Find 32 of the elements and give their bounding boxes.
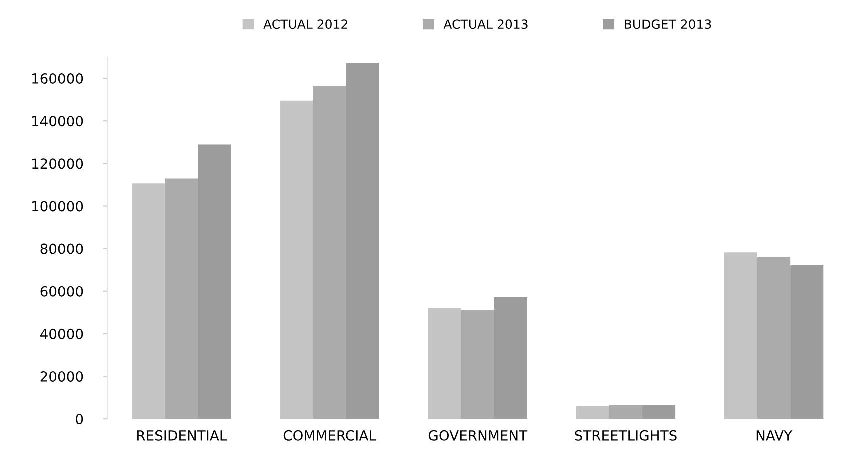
x-tick-label: STREETLIGHTS: [575, 430, 677, 441]
y-tick-label: 20000: [40, 371, 84, 382]
bar: [165, 178, 198, 420]
bar: [198, 144, 232, 420]
x-tick-label: COMMERCIAL: [284, 430, 376, 441]
bar: [609, 405, 642, 420]
bar: [280, 100, 314, 420]
y-tick-label: 40000: [40, 328, 84, 340]
bar: [346, 62, 380, 420]
legend-label: BUDGET 2013: [625, 20, 712, 30]
y-tick-label: 160000: [32, 74, 84, 84]
x-tick-label: GOVERNMENT: [428, 430, 528, 441]
legend-label: ACTUAL 2012: [264, 20, 348, 30]
bar: [576, 406, 610, 420]
bar: [642, 405, 676, 420]
y-tick-label: 60000: [40, 286, 84, 297]
bar: [494, 298, 528, 420]
x-tick-label: RESIDENTIAL: [138, 430, 228, 441]
x-tick-label: NAVY: [756, 430, 793, 441]
bar: [724, 252, 758, 420]
bar: [428, 308, 462, 420]
y-tick-label: 0: [76, 414, 84, 425]
bar: [790, 265, 824, 420]
y-tick-label: 100000: [32, 201, 84, 212]
bar: [758, 258, 791, 420]
bar: [132, 184, 166, 420]
y-tick-label: 140000: [32, 116, 84, 127]
legend-label: ACTUAL 2013: [444, 20, 528, 30]
y-tick-label: 80000: [40, 244, 84, 254]
bar: [461, 310, 494, 420]
bar: [313, 86, 346, 420]
y-tick-label: 120000: [32, 158, 84, 170]
